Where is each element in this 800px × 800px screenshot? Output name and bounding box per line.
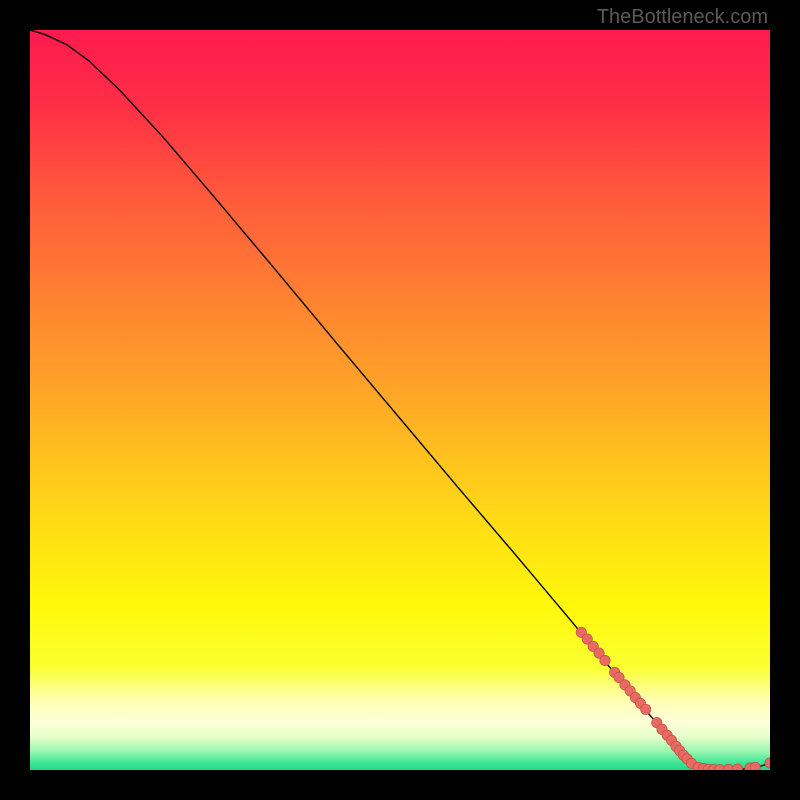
gradient-background xyxy=(30,30,770,770)
chart-container: TheBottleneck.com xyxy=(0,0,800,800)
plot-area xyxy=(30,30,770,770)
attribution-watermark: TheBottleneck.com xyxy=(597,6,768,29)
